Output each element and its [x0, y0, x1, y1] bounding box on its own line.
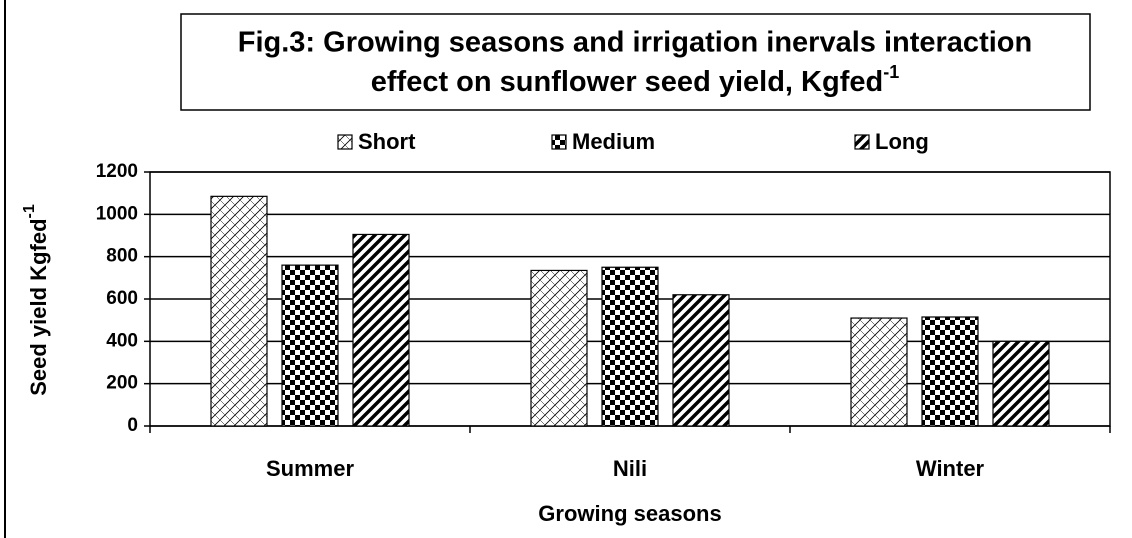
x-tick-label: Nili: [613, 456, 647, 481]
chart-title: effect on sunflower seed yield, Kgfed: [371, 66, 883, 98]
y-axis-title: Seed yield Kgfed: [26, 218, 51, 395]
y-axis-superscript: -1: [21, 204, 38, 218]
frame: [4, 0, 6, 538]
y-tick-label: 200: [106, 373, 138, 394]
y-tick-label: 400: [106, 330, 138, 351]
title-box: [180, 13, 1091, 111]
bar: [352, 233, 410, 427]
bar: [601, 266, 659, 427]
legend-swatch: [854, 134, 870, 150]
legend-label: Long: [875, 129, 929, 154]
y-tick-label: 1000: [96, 203, 138, 224]
x-tick-label: Winter: [916, 456, 985, 481]
y-axis-title: Seed yield Kgfed-1: [21, 204, 51, 396]
x-tick-label: Summer: [266, 456, 354, 481]
y-tick-label: 600: [106, 288, 138, 309]
y-tick-label: 800: [106, 246, 138, 267]
bar: [921, 316, 979, 427]
chart-title: Fig.3: Growing seasons and irrigation in…: [238, 27, 1032, 59]
legend-swatch: [337, 134, 353, 150]
legend-label: Short: [358, 129, 416, 154]
legend-swatch: [551, 134, 567, 150]
bar: [992, 340, 1050, 427]
y-tick-label: 1200: [96, 161, 138, 182]
bar: [530, 269, 588, 427]
legend-label: Medium: [572, 129, 655, 154]
y-tick-label: 0: [127, 415, 138, 436]
bar: [850, 317, 908, 427]
bar: [210, 195, 268, 427]
title-superscript: -1: [883, 62, 899, 82]
chart-title: effect on sunflower seed yield, Kgfed-1: [371, 62, 899, 98]
bar: [281, 264, 339, 427]
bar: [672, 294, 730, 427]
x-axis-title: Growing seasons: [538, 501, 721, 526]
